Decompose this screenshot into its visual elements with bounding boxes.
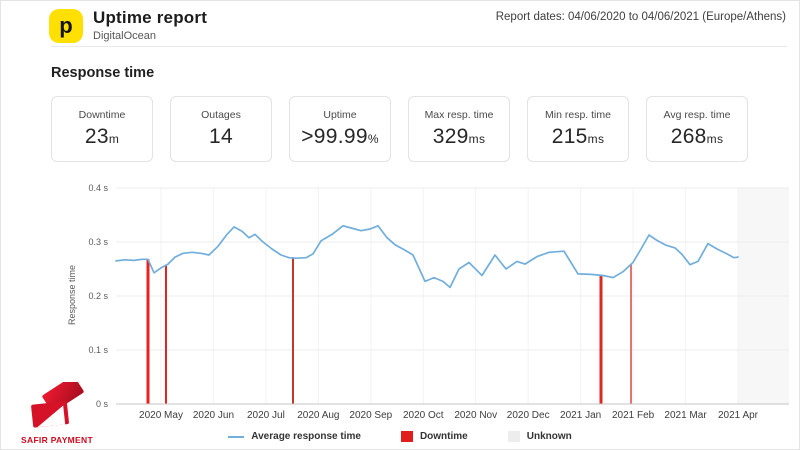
section-title: Response time — [51, 65, 155, 81]
stat-card-avg-resp: Avg resp. time 268ms — [646, 96, 748, 162]
check-name: DigitalOcean — [93, 30, 156, 42]
downtime-bar — [146, 259, 150, 404]
svg-text:2020 Sep: 2020 Sep — [349, 410, 392, 421]
stat-card-min-resp: Min resp. time 215ms — [527, 96, 629, 162]
svg-text:2020 Aug: 2020 Aug — [297, 410, 339, 421]
safir-payment-branding: SAFIR PAYMENT — [11, 376, 103, 445]
stat-label: Min resp. time — [545, 109, 611, 121]
svg-text:0.1 s: 0.1 s — [88, 345, 108, 355]
stat-card-uptime: Uptime >99.99% — [289, 96, 391, 162]
stat-value: 14 — [209, 125, 233, 148]
svg-text:2020 Jun: 2020 Jun — [193, 410, 234, 421]
svg-text:2021 Jan: 2021 Jan — [560, 410, 601, 421]
legend-label: Downtime — [419, 431, 468, 442]
stat-value: 268ms — [670, 125, 724, 148]
downtime-bars — [146, 258, 632, 404]
stat-value: 23m — [84, 125, 120, 148]
chart-region: 2020 May 2020 Jun 2020 Jul 2020 Aug 2020 Sep… — [1, 181, 799, 431]
stat-value: 329ms — [432, 125, 486, 148]
svg-text:2021 Feb: 2021 Feb — [612, 410, 655, 421]
svg-text:0 s: 0 s — [96, 399, 109, 409]
legend-label: Average response time — [251, 431, 361, 442]
downtime-bar — [292, 258, 294, 404]
stat-card-max-resp: Max resp. time 329ms — [408, 96, 510, 162]
svg-text:0.2 s: 0.2 s — [88, 291, 108, 301]
svg-text:2020 Oct: 2020 Oct — [403, 410, 444, 421]
stat-label: Max resp. time — [424, 109, 494, 121]
stat-label: Downtime — [78, 109, 126, 121]
legend-unknown-swatch-icon — [507, 431, 520, 442]
header-divider — [51, 46, 787, 47]
svg-text:2020 Jul: 2020 Jul — [247, 410, 285, 421]
y-axis-title: Response time — [67, 264, 77, 326]
legend-downtime-swatch-icon — [400, 431, 413, 442]
stat-card-downtime: Downtime 23m — [51, 96, 153, 162]
legend-item-unknown: Unknown — [507, 431, 572, 442]
horizontal-gridlines — [116, 187, 789, 351]
stat-label: Avg resp. time — [663, 109, 731, 121]
stats-row: Downtime 23m Outages 14 Uptime >99.99% M… — [51, 96, 748, 162]
chart-legend: Average response time Downtime Unknown — [1, 431, 799, 442]
stat-label: Outages — [201, 109, 241, 121]
stat-value: 215ms — [551, 125, 605, 148]
legend-line-swatch-icon — [228, 435, 245, 438]
safir-payment-logo-icon — [31, 376, 84, 428]
svg-text:2021 Mar: 2021 Mar — [664, 410, 707, 421]
x-axis-labels: 2020 May 2020 Jun 2020 Jul 2020 Aug 2020 Sep… — [139, 410, 759, 421]
brand-name: SAFIR PAYMENT — [21, 435, 93, 445]
downtime-bar — [599, 274, 603, 404]
svg-text:2020 May: 2020 May — [139, 410, 183, 421]
stat-label: Uptime — [323, 109, 357, 121]
report-dates: Report dates: 04/06/2020 to 04/06/2021 (… — [495, 11, 786, 23]
legend-item-average: Average response time — [228, 431, 361, 442]
svg-text:2021 Apr: 2021 Apr — [718, 410, 759, 421]
page-title: Uptime report — [93, 8, 208, 27]
pingdom-logo-icon: p — [49, 9, 83, 43]
legend-label: Unknown — [526, 431, 572, 442]
stat-value: >99.99% — [301, 125, 379, 148]
svg-text:0.3 s: 0.3 s — [88, 237, 108, 247]
y-axis-labels: 0.4 s 0.3 s 0.2 s 0.1 s 0 s — [88, 183, 108, 409]
stat-card-outages: Outages 14 — [170, 96, 272, 162]
average-response-time-line — [115, 224, 739, 289]
svg-text:2020 Dec: 2020 Dec — [507, 410, 550, 421]
legend-item-downtime: Downtime — [400, 431, 468, 442]
response-time-chart: 2020 May 2020 Jun 2020 Jul 2020 Aug 2020 Sep… — [88, 183, 789, 421]
downtime-bar — [630, 264, 632, 404]
downtime-bar — [165, 265, 167, 404]
svg-text:0.4 s: 0.4 s — [88, 183, 108, 193]
svg-text:2020 Nov: 2020 Nov — [454, 410, 497, 421]
